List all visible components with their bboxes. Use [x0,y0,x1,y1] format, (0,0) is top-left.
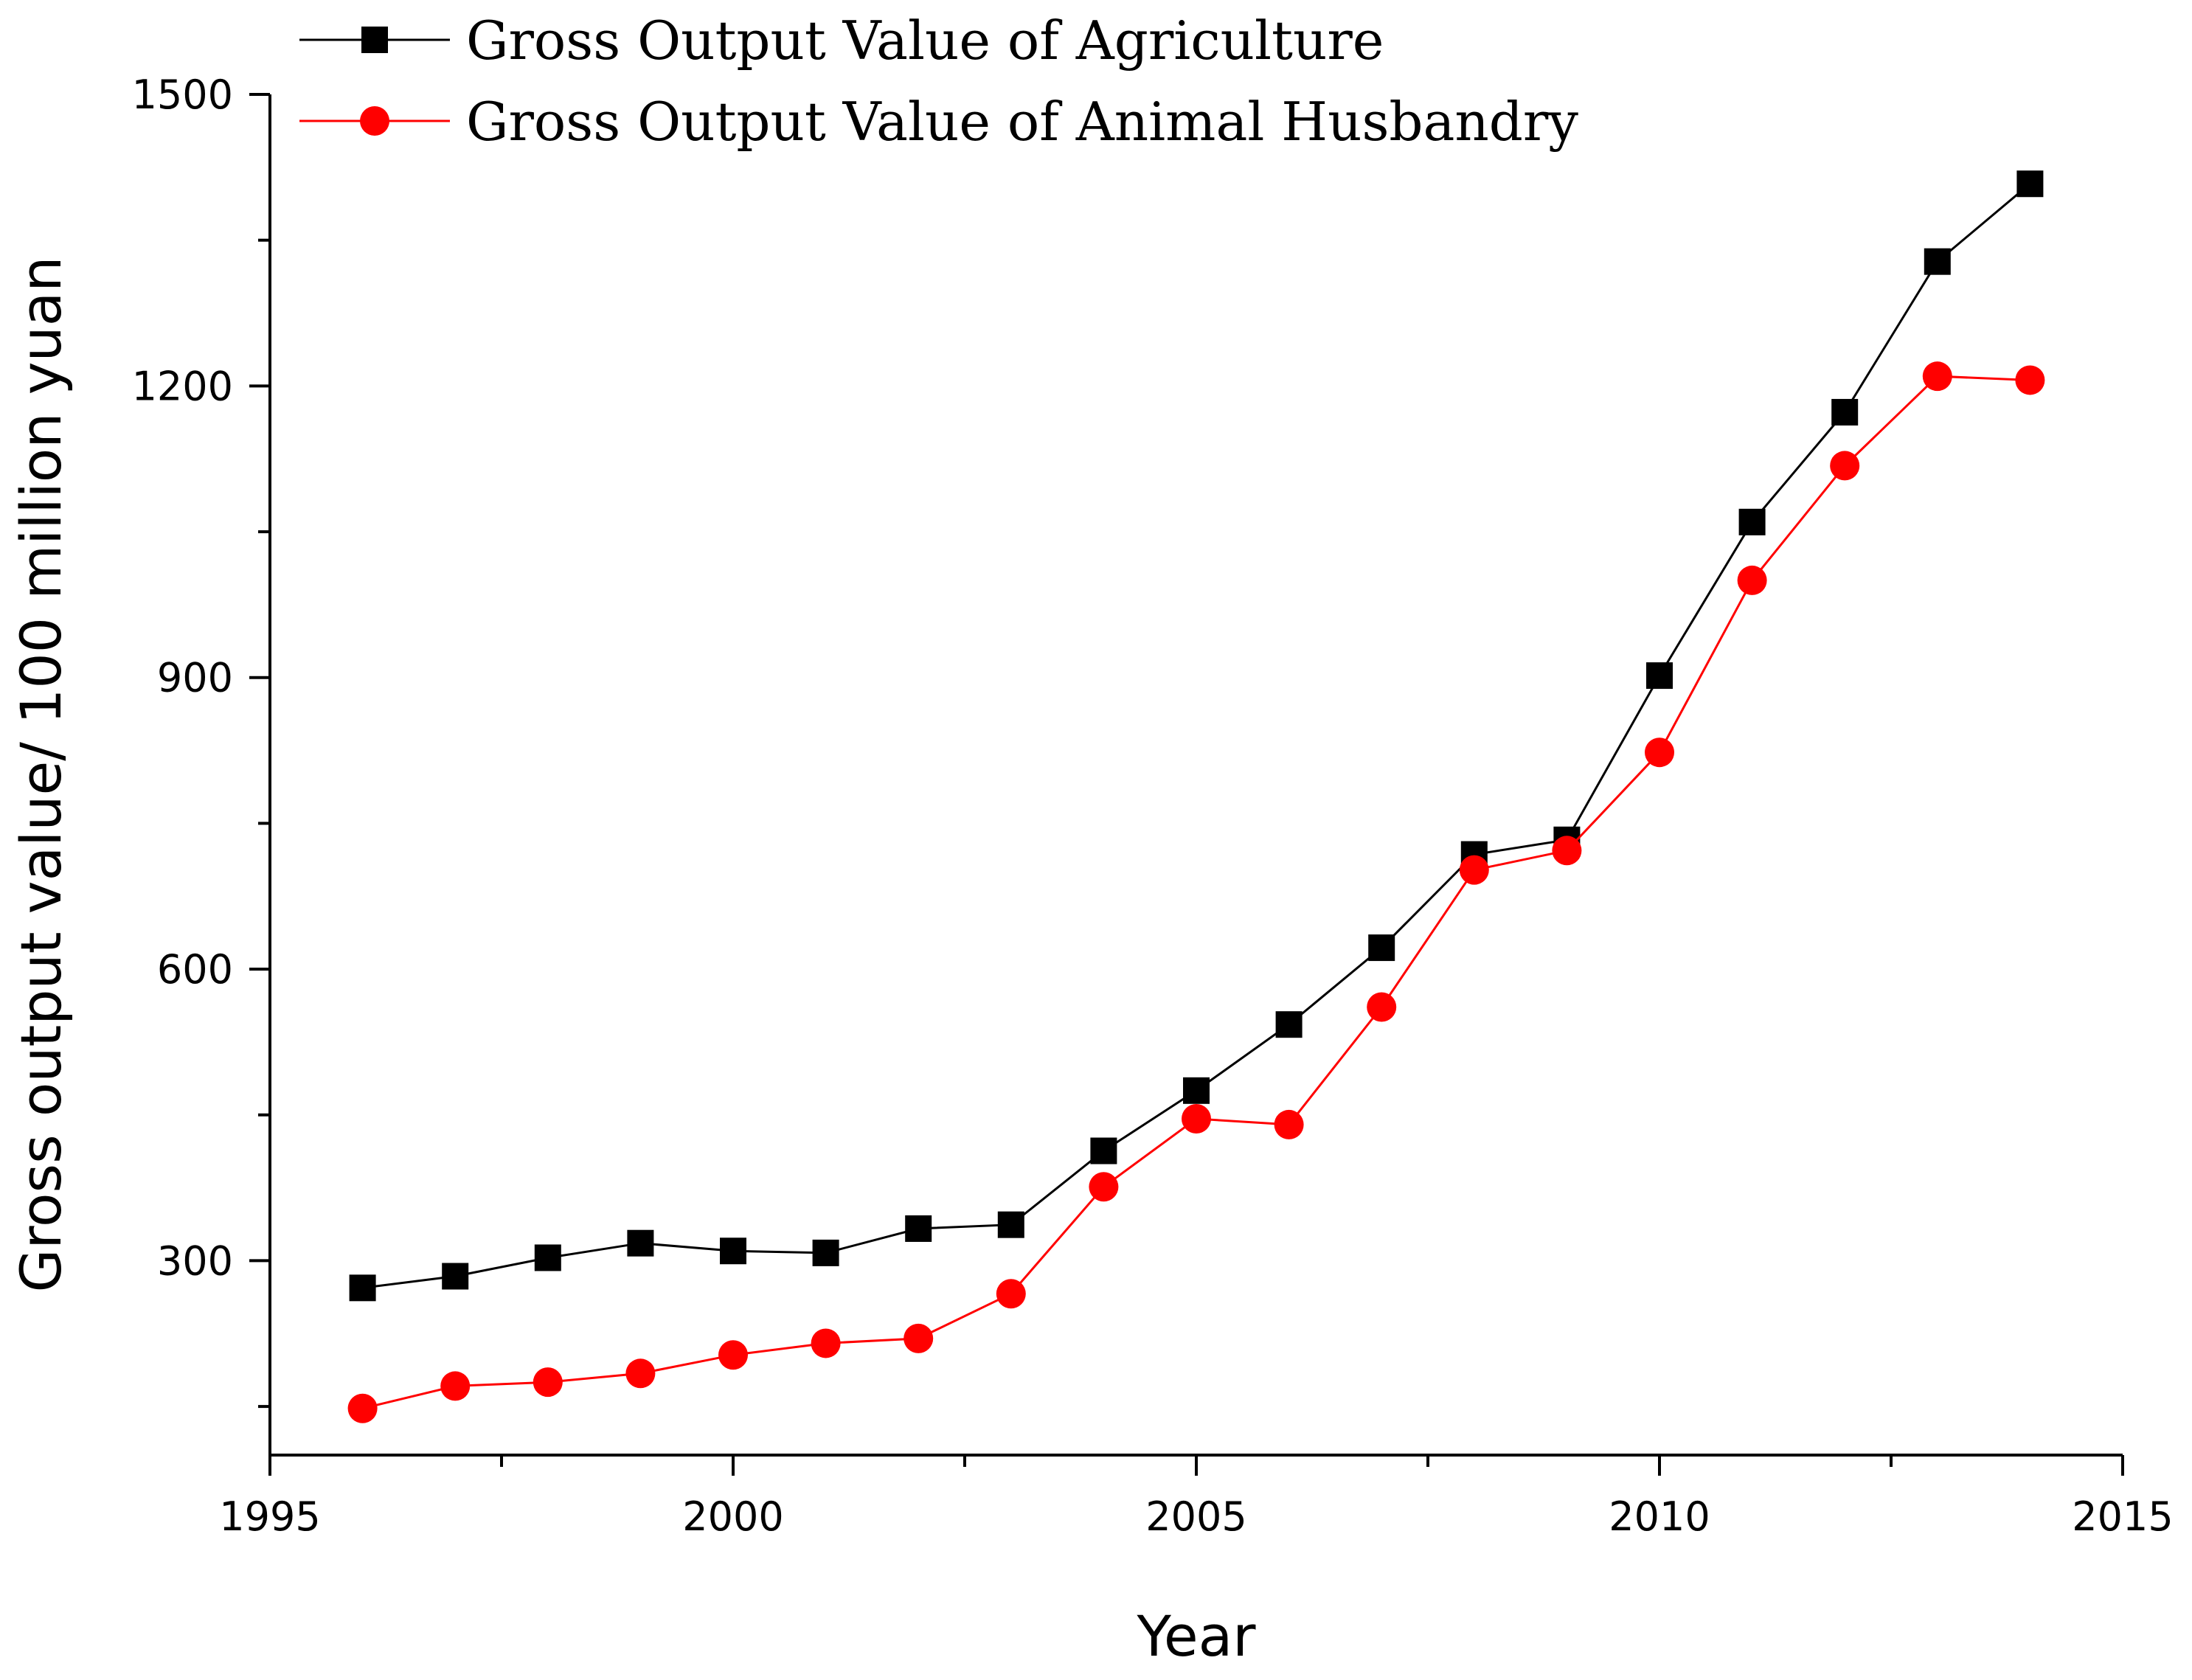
data-point [1182,1104,1211,1134]
data-point [905,1215,932,1242]
data-point [811,1328,841,1358]
data-point [1183,1077,1210,1104]
data-point [1274,1109,1304,1139]
x-tick-label: 1995 [219,1493,320,1540]
data-point [996,1279,1026,1309]
data-point [903,1323,934,1353]
data-point [1089,1172,1119,1202]
series-1 [349,170,2044,1302]
data-point [1646,662,1673,690]
data-point [1090,1137,1117,1164]
legend-item-2: Gross Output Value of Animal Husbandry [299,91,1578,153]
data-point [997,1211,1024,1238]
legend-marker [361,27,388,53]
data-point [1645,737,1674,768]
y-tick-label: 1200 [132,363,233,409]
data-point [1367,992,1397,1022]
data-point [1368,934,1395,962]
data-point [347,1393,378,1423]
data-point [1830,451,1860,481]
data-point [718,1340,748,1370]
legend-label: Gross Output Value of Animal Husbandry [466,91,1578,153]
data-point [627,1229,654,1257]
x-tick-label: 2015 [2072,1493,2173,1540]
data-point [1275,1011,1303,1038]
data-point [442,1263,469,1290]
legend-marker [360,106,389,136]
x-axis-title: Year [1137,1603,1257,1669]
data-point [349,1274,376,1302]
legend-label: Gross Output Value of Agriculture [466,10,1384,72]
data-point [2016,170,2044,198]
data-point [534,1244,561,1271]
data-point [533,1367,563,1398]
data-point [812,1239,839,1266]
data-point [2015,365,2045,395]
legend-item-1: Gross Output Value of Agriculture [299,10,1384,72]
y-tick-label: 900 [157,655,233,701]
y-tick-label: 300 [157,1238,233,1284]
data-point [720,1238,746,1265]
x-tick-label: 2010 [1609,1493,1710,1540]
data-point [1922,361,1952,392]
legend: Gross Output Value of Agriculture Gross O… [299,10,1578,153]
x-tick-label: 2000 [682,1493,783,1540]
series-line [362,375,2030,1410]
x-ticks: 1995 2000 2005 2010 2015 [219,1455,2174,1540]
data-point [1738,508,1766,535]
data-point [1459,855,1489,885]
data-point [1924,248,1951,275]
data-point [440,1371,471,1401]
data-point [1737,565,1767,595]
data-point [625,1358,656,1389]
series-2 [347,361,2045,1423]
plot-series [347,170,2045,1423]
data-point [1831,398,1859,426]
y-tick-label: 1500 [132,72,233,118]
y-ticks: 300 600 900 1200 1500 [132,72,270,1409]
data-point [1552,836,1582,866]
y-axis-title: Gross output value/ 100 million yuan [8,257,74,1293]
x-tick-label: 2005 [1145,1493,1246,1540]
y-tick-label: 600 [157,946,233,993]
